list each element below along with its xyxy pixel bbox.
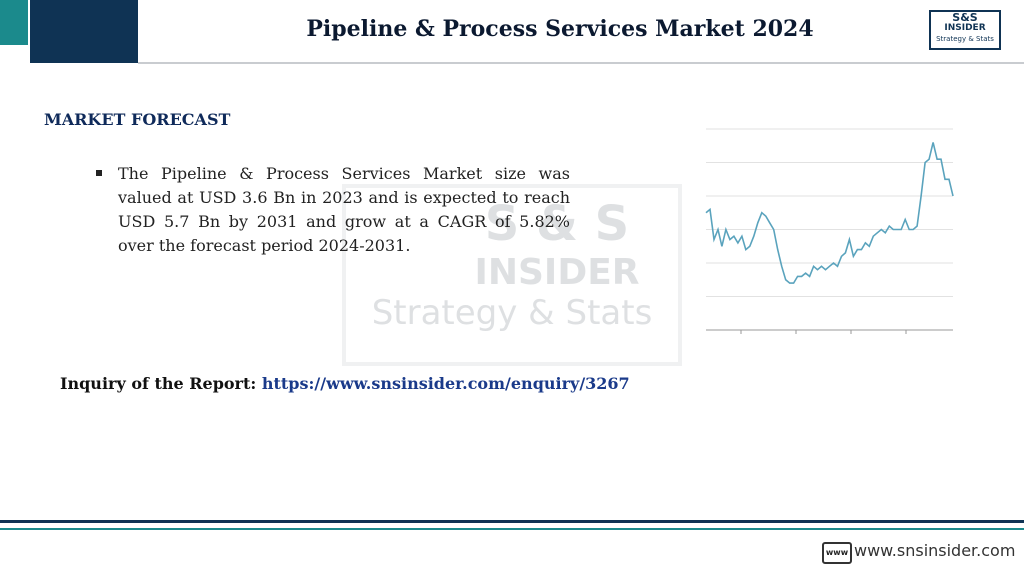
bullet-marker: [96, 170, 102, 176]
web-icon: www: [822, 542, 852, 564]
inquiry-label: Inquiry of the Report:: [60, 374, 257, 393]
line-series: [705, 142, 954, 284]
logo-bottom: Strategy & Stats: [936, 35, 994, 43]
section-heading: MARKET FORECAST: [44, 110, 231, 129]
logo-top: S&S: [952, 11, 978, 24]
footer-site: www.snsinsider.com: [854, 541, 1016, 560]
inquiry: Inquiry of the Report: https://www.snsin…: [60, 374, 630, 393]
bullet-list: The Pipeline & Process Services Market s…: [96, 162, 570, 258]
header-rule: [138, 62, 1024, 64]
logo-middle: INSIDER: [944, 23, 986, 33]
watermark: S & S INSIDER Strategy & Stats: [342, 184, 682, 366]
accent-block: [30, 0, 138, 63]
logo: S&S INSIDER Strategy & Stats: [929, 10, 1001, 50]
footer-rule: [0, 528, 1024, 530]
footer-rule: [0, 520, 1024, 523]
accent-strip: [0, 0, 28, 45]
bullet: The Pipeline & Process Services Market s…: [96, 162, 570, 258]
watermark-bottom: Strategy & Stats: [371, 293, 653, 333]
mini-chart: [705, 128, 954, 334]
title: Pipeline & Process Services Market 2024: [306, 16, 814, 42]
inquiry-link[interactable]: https://www.snsinsider.com/enquiry/3267: [261, 374, 630, 393]
watermark-middle: INSIDER: [474, 252, 640, 293]
watermark-top: S & S: [484, 196, 630, 252]
bullet-text: The Pipeline & Process Services Market s…: [118, 164, 570, 255]
